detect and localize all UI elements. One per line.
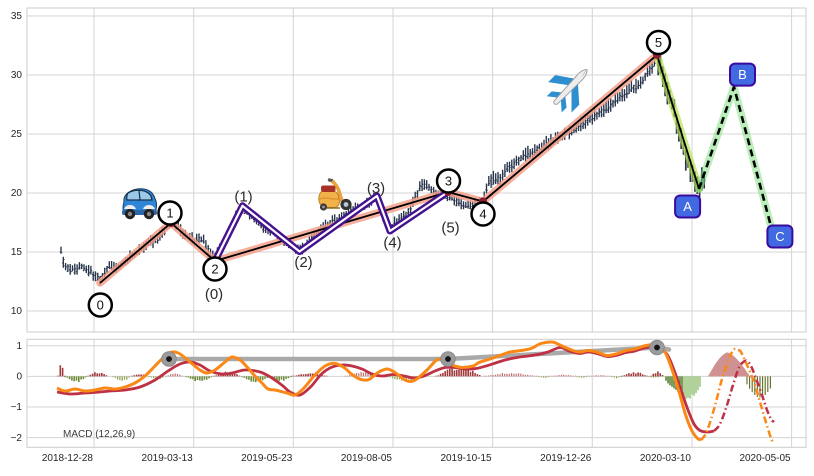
- svg-text:30: 30: [11, 70, 23, 81]
- svg-text:MACD (12,26,9): MACD (12,26,9): [63, 429, 135, 440]
- svg-text:(1): (1): [234, 189, 252, 206]
- svg-text:1: 1: [16, 341, 22, 352]
- svg-text:2018-12-28: 2018-12-28: [42, 453, 94, 464]
- svg-text:(2): (2): [294, 254, 312, 271]
- svg-text:15: 15: [11, 247, 23, 258]
- svg-text:2019-05-23: 2019-05-23: [241, 453, 293, 464]
- svg-text:2: 2: [211, 262, 218, 277]
- svg-text:(0): (0): [205, 286, 223, 303]
- svg-text:0: 0: [97, 298, 104, 313]
- svg-text:3: 3: [445, 174, 452, 189]
- svg-text:C: C: [775, 229, 784, 244]
- svg-text:−1: −1: [11, 402, 23, 413]
- svg-text:25: 25: [11, 129, 23, 140]
- svg-text:0: 0: [16, 372, 22, 383]
- svg-text:4: 4: [479, 207, 486, 222]
- svg-text:35: 35: [11, 11, 23, 22]
- svg-text:10: 10: [11, 306, 23, 317]
- svg-text:5: 5: [655, 35, 662, 50]
- svg-text:2020-03-10: 2020-03-10: [640, 453, 692, 464]
- svg-text:(5): (5): [441, 220, 459, 237]
- svg-text:2019-03-13: 2019-03-13: [142, 453, 194, 464]
- svg-text:2019-08-05: 2019-08-05: [341, 453, 393, 464]
- svg-text:A: A: [683, 199, 692, 214]
- svg-text:B: B: [738, 67, 747, 82]
- svg-text:2019-12-26: 2019-12-26: [540, 453, 592, 464]
- svg-text:20: 20: [11, 188, 23, 199]
- svg-text:(3): (3): [367, 180, 385, 197]
- svg-text:2020-05-05: 2020-05-05: [739, 453, 791, 464]
- svg-text:2019-10-15: 2019-10-15: [440, 453, 492, 464]
- svg-text:−2: −2: [11, 433, 23, 444]
- svg-text:1: 1: [166, 206, 173, 221]
- svg-text:(4): (4): [383, 235, 401, 252]
